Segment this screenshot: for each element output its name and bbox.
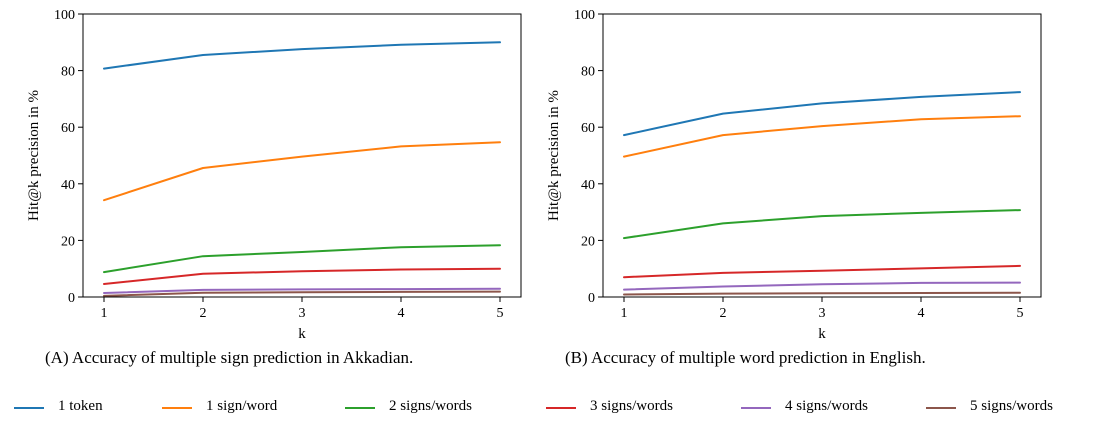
panel-b-caption: (B) Accuracy of multiple word prediction… xyxy=(565,348,926,367)
y-tick-label: 100 xyxy=(54,8,75,23)
legend-swatch xyxy=(926,407,956,409)
legend-label: 4 signs/words xyxy=(785,398,868,414)
series-line-2-signs-words xyxy=(103,244,501,274)
x-tick-label: 5 xyxy=(497,306,504,321)
series-line-2-signs-words xyxy=(623,209,1021,240)
x-tick-label: 5 xyxy=(1017,306,1024,321)
legend-swatch xyxy=(14,407,44,409)
legend-label: 3 signs/words xyxy=(590,398,673,414)
x-tick-label: 2 xyxy=(720,306,727,321)
legend: 1 token 1 sign/word 2 signs/words 3 sign… xyxy=(0,398,1094,418)
x-tick-label: 3 xyxy=(819,306,826,321)
legend-swatch xyxy=(345,407,375,409)
legend-swatch xyxy=(546,407,576,409)
series-line-4-signs-words xyxy=(103,287,501,294)
y-tick-label: 20 xyxy=(61,234,75,249)
legend-label: 1 sign/word xyxy=(206,398,278,414)
series-line-5-signs-words xyxy=(103,290,501,297)
panel-b-chart: 0 20 40 60 80 100 1 2 3 4 5 k Hit@k precision in % xyxy=(546,8,1042,342)
series-line-1-sign-word xyxy=(623,115,1021,158)
series-line-4-signs-words xyxy=(623,281,1021,291)
y-tick-label: 20 xyxy=(581,234,595,249)
x-tick-label: 4 xyxy=(398,306,405,321)
legend-label: 1 token xyxy=(58,398,103,414)
plot-frame xyxy=(82,13,522,298)
series-line-1-token xyxy=(103,41,501,70)
y-axis-label: Hit@k precision in % xyxy=(26,90,42,221)
legend-swatch xyxy=(741,407,771,409)
y-axis-label: Hit@k precision in % xyxy=(546,90,562,221)
y-tick-label: 80 xyxy=(61,65,75,80)
panel-a-chart: 0 20 40 60 80 100 1 2 3 4 5 k Hit@k precision in % xyxy=(26,8,522,342)
y-tick-label: 0 xyxy=(588,291,595,306)
x-axis-label: k xyxy=(298,326,306,342)
series-line-3-signs-words xyxy=(623,264,1021,279)
panel-a-caption: (A) Accuracy of multiple sign prediction… xyxy=(45,348,414,367)
x-axis-label: k xyxy=(818,326,826,342)
y-tick-label: 80 xyxy=(581,65,595,80)
series-line-5-signs-words xyxy=(623,291,1021,296)
series-line-3-signs-words xyxy=(103,267,501,285)
x-tick-label: 2 xyxy=(200,306,207,321)
y-tick-label: 60 xyxy=(61,121,75,136)
figure-canvas: 0 20 40 60 80 100 1 2 3 4 5 k Hit@k precision in % 0 2… xyxy=(26,8,1042,342)
legend-label: 2 signs/words xyxy=(389,398,472,414)
series-line-1-sign-word xyxy=(103,141,501,202)
y-tick-label: 0 xyxy=(68,291,75,306)
plot-frame xyxy=(602,13,1042,298)
x-tick-label: 4 xyxy=(918,306,925,321)
y-tick-label: 60 xyxy=(581,121,595,136)
x-tick-label: 1 xyxy=(101,306,108,321)
y-tick-label: 40 xyxy=(581,178,595,193)
legend-swatch xyxy=(162,407,192,409)
legend-label: 5 signs/words xyxy=(970,398,1053,414)
series-line-1-token xyxy=(623,91,1021,137)
y-tick-label: 40 xyxy=(61,178,75,193)
y-tick-label: 100 xyxy=(574,8,595,23)
x-tick-label: 3 xyxy=(299,306,306,321)
x-tick-label: 1 xyxy=(621,306,628,321)
